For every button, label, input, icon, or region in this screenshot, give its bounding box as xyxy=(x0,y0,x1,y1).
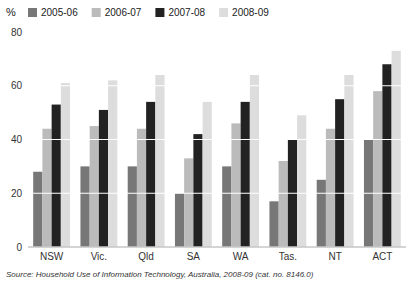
legend-swatch xyxy=(28,8,37,17)
y-tick-label: 20 xyxy=(11,188,23,199)
y-axis-label: % xyxy=(6,6,16,18)
bar xyxy=(108,80,117,247)
legend-label: 2006-07 xyxy=(105,7,142,18)
bar xyxy=(250,75,259,247)
bar xyxy=(193,134,202,247)
y-tick-label: 80 xyxy=(11,27,23,38)
bar xyxy=(231,123,240,247)
legend-label: 2005-06 xyxy=(41,7,78,18)
bar xyxy=(269,201,278,247)
legend-label: 2008-09 xyxy=(232,7,269,18)
grid-line xyxy=(28,139,406,140)
bar xyxy=(137,129,146,247)
y-tick-label: 40 xyxy=(11,134,23,145)
bar xyxy=(335,99,344,247)
x-tick-label: Vic. xyxy=(91,251,108,262)
legend-swatch xyxy=(155,8,164,17)
bar xyxy=(175,193,184,247)
bar xyxy=(80,166,89,247)
x-axis-line xyxy=(28,247,406,248)
bar xyxy=(297,115,306,247)
bar xyxy=(33,172,42,247)
bar xyxy=(317,180,326,247)
bar xyxy=(61,83,70,247)
bar xyxy=(128,166,137,247)
bar xyxy=(382,64,391,247)
grid-line xyxy=(28,31,406,32)
bar xyxy=(42,129,51,247)
bar xyxy=(344,75,353,247)
x-tick-label: NT xyxy=(328,251,341,262)
bar xyxy=(184,158,193,247)
grid-line xyxy=(28,246,406,247)
bar xyxy=(146,102,155,247)
x-tick-label: Tas. xyxy=(279,251,297,262)
y-tick-label: 60 xyxy=(11,80,23,91)
source-note: Source: Household Use of Information Tec… xyxy=(6,270,314,279)
grid-line xyxy=(28,85,406,86)
bar xyxy=(203,102,212,247)
bar xyxy=(326,129,335,247)
x-tick-label: NSW xyxy=(40,251,64,262)
bar xyxy=(222,166,231,247)
bars xyxy=(33,51,401,247)
bar xyxy=(279,161,288,247)
legend-swatch xyxy=(92,8,101,17)
y-tick-label: 0 xyxy=(16,242,22,253)
x-tick-label: Qld xyxy=(138,251,154,262)
bar xyxy=(392,51,401,247)
bar xyxy=(99,110,108,247)
bar xyxy=(155,75,164,247)
x-tick-label: WA xyxy=(233,251,249,262)
bar xyxy=(241,102,250,247)
x-tick-label: ACT xyxy=(372,251,392,262)
bar xyxy=(90,126,99,247)
legend-swatch xyxy=(219,8,228,17)
x-tick-label: SA xyxy=(187,251,201,262)
bar xyxy=(373,91,382,247)
legend: 2005-06 2006-07 2007-08 2008-09 xyxy=(28,7,269,18)
chart: 0 20 40 60 80 NSW Vic. Qld SA WA Tas. NT ACT% 2005-06… xyxy=(0,0,416,283)
legend-label: 2007-08 xyxy=(168,7,205,18)
grid-line xyxy=(28,193,406,194)
bar xyxy=(52,105,61,247)
